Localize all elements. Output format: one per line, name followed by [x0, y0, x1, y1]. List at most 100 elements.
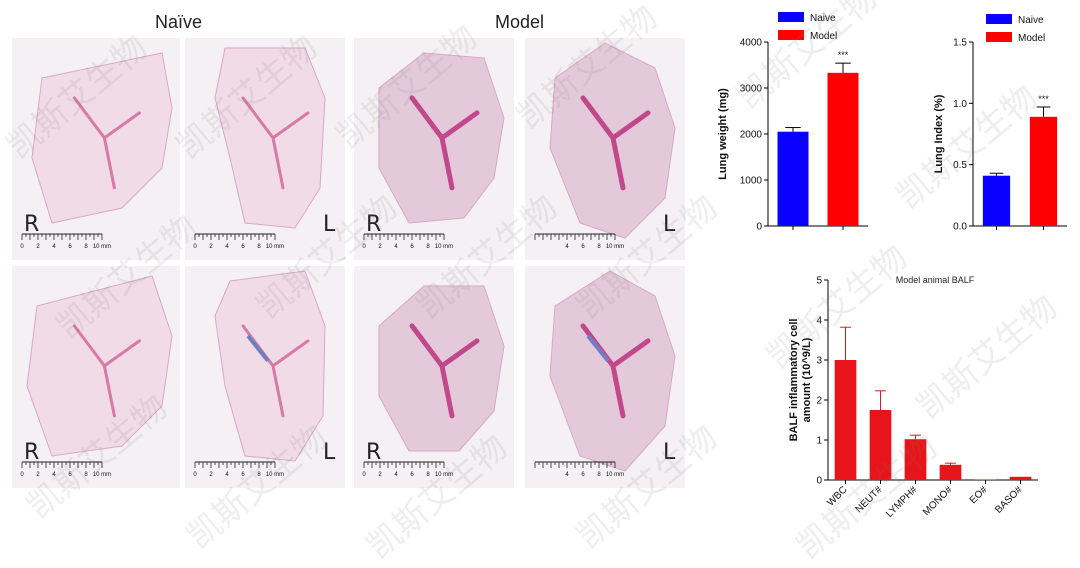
scale-bar-label: 10 mm [606, 244, 624, 250]
scale-bar-label: 6 [581, 472, 585, 478]
scale-bar-label: 8 [257, 244, 261, 250]
lung-section-image [525, 38, 685, 260]
y-tick-label: 1000 [740, 176, 763, 187]
scale-bar: 0 2 4 6 8 10 mm [362, 232, 464, 252]
y-tick-label: 5 [816, 276, 822, 287]
lung-tissue [215, 271, 325, 461]
y-tick-label: 3 [816, 356, 822, 367]
legend-label: Model [1018, 33, 1045, 44]
legend-swatch [986, 14, 1012, 24]
scale-bar-label: 2 [378, 244, 382, 250]
legend-label: Naive [1018, 15, 1044, 26]
side-label: L [323, 440, 335, 465]
significance-marker: *** [838, 50, 849, 60]
legend-swatch [778, 12, 804, 22]
scale-bar-label: 10 mm [435, 472, 453, 478]
y-axis-label: Lung weight (mg) [717, 88, 729, 180]
model-group-label: Model [495, 12, 544, 33]
x-tick-label: BASO# [993, 484, 1025, 516]
bar [940, 465, 962, 480]
legend-label: Naive [810, 13, 836, 24]
scale-bar-label: 4 [394, 244, 398, 250]
lung-tissue [27, 276, 172, 456]
y-axis-label: amount (10^9/L) [801, 337, 813, 422]
scale-bar-label: 8 [84, 472, 88, 478]
scale-bar-label: 10 mm [266, 244, 284, 250]
scale-bar-label: 4 [565, 472, 569, 478]
scale-bar-label: 2 [209, 244, 213, 250]
y-tick-label: 0 [756, 222, 762, 233]
scale-bar-label: 2 [36, 244, 40, 250]
histology-panel: R [354, 38, 514, 260]
scale-bar: 0 2 4 6 8 10 mm [20, 460, 122, 480]
y-tick-label: 1.0 [953, 99, 967, 110]
x-tick-label: LYMPH# [884, 484, 920, 520]
x-tick-label: MONO# [921, 484, 955, 518]
scale-bar-label: 6 [241, 244, 245, 250]
bar [835, 360, 857, 480]
y-tick-label: 0 [816, 476, 822, 487]
y-tick-label: 3000 [740, 84, 763, 95]
scale-bar-label: 10 mm [93, 244, 111, 250]
x-tick-label: EO# [968, 484, 990, 506]
scale-bar-label: 0 [20, 472, 24, 478]
x-tick-label: NEUT# [854, 484, 885, 515]
y-tick-label: 4 [816, 316, 822, 327]
scale-bar-label: 6 [410, 244, 414, 250]
scale-bar-label: 6 [241, 472, 245, 478]
scale-bar-label: 4 [394, 472, 398, 478]
y-axis-label: Lung Index (%) [933, 94, 945, 173]
scale-bar-label: 4 [565, 244, 569, 250]
scale-bar-label: 0 [20, 244, 24, 250]
scale-bar: 4 6 8 10 mm [533, 460, 635, 480]
scale-bar-label: 0 [193, 472, 197, 478]
histology-panel: R [12, 266, 180, 488]
scale-bar-label: 8 [426, 244, 430, 250]
legend-label: Model [810, 31, 837, 42]
scale-bar-label: 2 [209, 472, 213, 478]
side-label: L [663, 440, 675, 465]
y-tick-label: 0.5 [953, 160, 967, 171]
y-tick-label: 2000 [740, 130, 763, 141]
x-tick-label: WBC [825, 484, 849, 508]
y-tick-label: 0.0 [953, 222, 967, 233]
significance-marker: *** [1038, 94, 1049, 104]
y-tick-label: 1.5 [953, 38, 967, 49]
scale-bar-label: 2 [378, 472, 382, 478]
scale-bar-label: 8 [597, 472, 601, 478]
scale-bar-label: 6 [68, 472, 72, 478]
scale-bar-label: 6 [410, 472, 414, 478]
chart-title: Model animal BALF [896, 275, 975, 285]
scale-bar-label: 4 [52, 472, 56, 478]
y-tick-label: 4000 [740, 38, 763, 49]
scale-bar-label: 4 [225, 472, 229, 478]
scale-bar-label: 10 mm [93, 472, 111, 478]
bar [1010, 477, 1032, 480]
histology-panel: R [12, 38, 180, 260]
scale-bar-label: 10 mm [606, 472, 624, 478]
naive-group-label: Naïve [155, 12, 202, 33]
side-label: L [323, 212, 335, 237]
scale-bar-label: 10 mm [266, 472, 284, 478]
y-tick-label: 1 [816, 436, 822, 447]
histology-panel: L [185, 38, 345, 260]
histology-panel: L [185, 266, 345, 488]
lung-tissue [32, 53, 172, 223]
scale-bar-label: 4 [225, 244, 229, 250]
scale-bar-label: 10 mm [435, 244, 453, 250]
scale-bar-label: 0 [362, 244, 366, 250]
legend-swatch [986, 32, 1012, 42]
bar [870, 410, 892, 480]
scale-bar-label: 6 [68, 244, 72, 250]
lung-index-chart: 0.0 0.5 1.0 1.5 *** Lung Index (%) Naive Model [915, 0, 1080, 240]
scale-bar-label: 2 [36, 472, 40, 478]
histology-panel: R [354, 266, 514, 488]
scale-bar-label: 8 [426, 472, 430, 478]
y-axis-label: BALF inflammatory cell [788, 319, 800, 442]
scale-bar-label: 4 [52, 244, 56, 250]
